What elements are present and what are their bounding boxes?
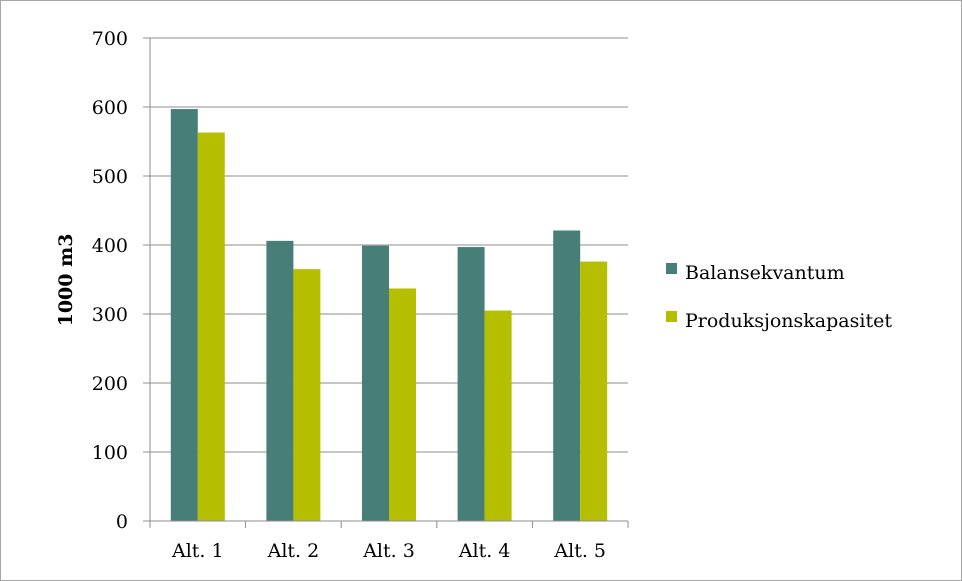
y-tick-label: 700 xyxy=(92,28,128,50)
legend-swatch-produksjonskapasitet xyxy=(666,311,677,322)
bar-balansekvantum-2 xyxy=(266,240,294,522)
legend-label-balansekvantum: Balansekvantum xyxy=(685,262,845,284)
axes xyxy=(143,37,629,528)
bar-produksjonskapasitet-2 xyxy=(293,269,321,521)
x-tick-label: Alt. 1 xyxy=(171,540,224,562)
y-tick-label: 500 xyxy=(92,166,128,188)
y-tick-label: 300 xyxy=(92,304,128,326)
bar-produksjonskapasitet-3 xyxy=(389,288,416,521)
bar-produksjonskapasitet-4 xyxy=(484,310,512,521)
bar-balansekvantum-1 xyxy=(170,109,198,521)
legend: Balansekvantum Produksjonskapasitet xyxy=(666,262,892,332)
x-tick-label: Alt. 3 xyxy=(362,540,415,562)
x-tick-label: Alt. 5 xyxy=(553,540,606,562)
legend-label-produksjonskapasitet: Produksjonskapasitet xyxy=(685,310,892,332)
y-axis-title: 1000 m3 xyxy=(55,234,77,327)
x-tick-label: Alt. 4 xyxy=(458,540,511,562)
legend-swatch-balansekvantum xyxy=(666,263,677,274)
y-tick-label: 0 xyxy=(116,511,128,533)
x-tick-labels: Alt. 1 Alt. 2 Alt. 3 Alt. 4 Alt. 5 xyxy=(171,540,606,562)
bar-produksjonskapasitet-5 xyxy=(580,261,608,521)
bar-produksjonskapasitet-1 xyxy=(197,132,225,521)
gridlines xyxy=(150,37,628,453)
y-tick-label: 600 xyxy=(92,97,128,119)
x-tick-label: Alt. 2 xyxy=(267,540,320,562)
y-tick-label: 400 xyxy=(92,235,128,257)
bars xyxy=(170,109,608,522)
y-tick-label: 100 xyxy=(92,442,128,464)
bar-balansekvantum-3 xyxy=(362,245,389,521)
y-tick-label: 200 xyxy=(92,373,128,395)
y-tick-labels: 0 100 200 300 400 500 600 700 xyxy=(92,28,128,533)
bar-balansekvantum-5 xyxy=(553,230,581,521)
bar-balansekvantum-4 xyxy=(457,247,485,521)
